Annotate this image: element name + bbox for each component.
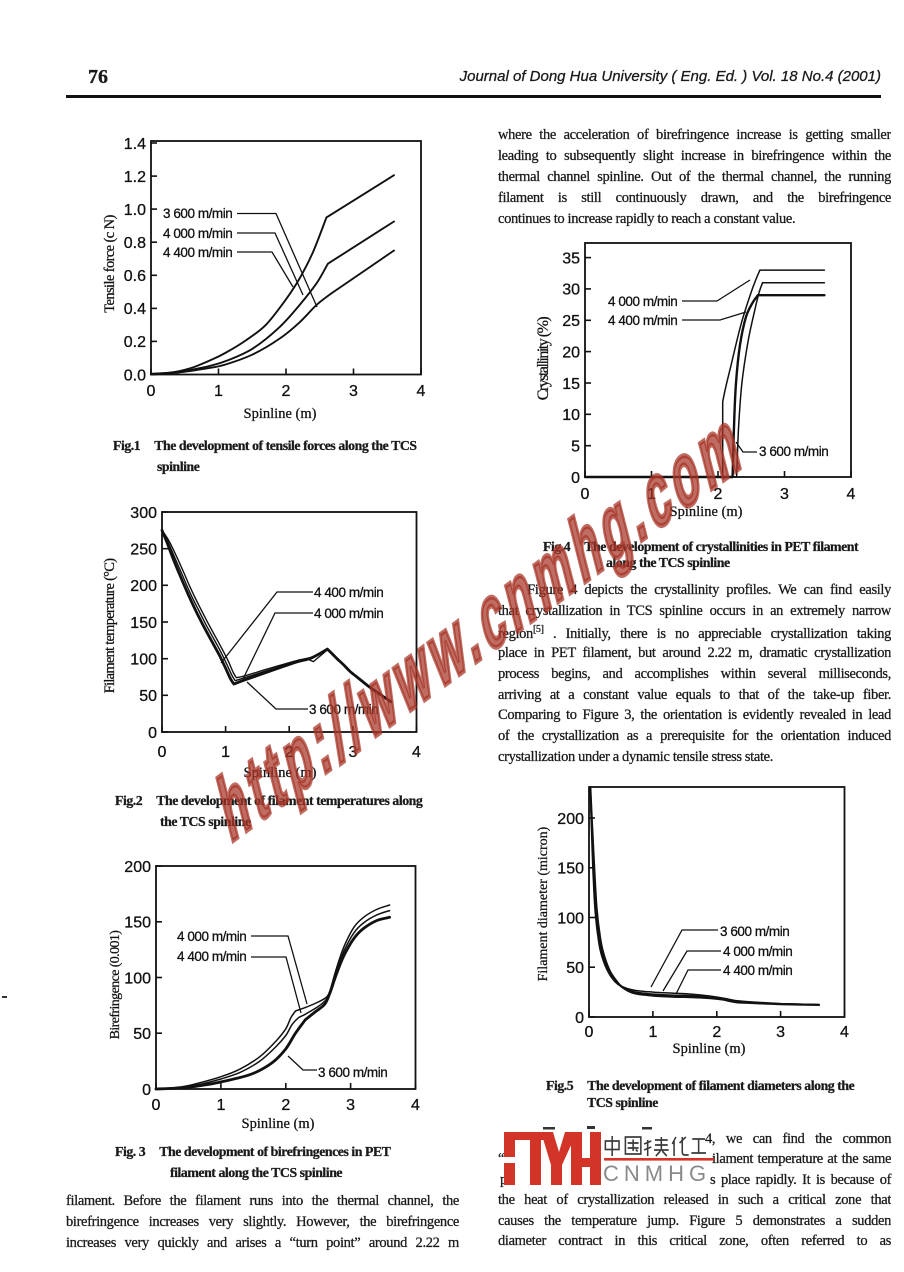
svg-text:100: 100 xyxy=(124,970,151,987)
svg-text:10: 10 xyxy=(562,407,580,424)
svg-text:250: 250 xyxy=(130,542,157,559)
svg-text:Spinline (m): Spinline (m) xyxy=(244,406,317,422)
svg-text:15: 15 xyxy=(562,376,580,393)
svg-text:50: 50 xyxy=(139,688,157,705)
svg-text:3 600 m/min: 3 600 m/min xyxy=(163,206,232,221)
svg-text:Spinline (m): Spinline (m) xyxy=(673,1041,746,1057)
svg-text:2: 2 xyxy=(285,744,294,761)
svg-text:1.0: 1.0 xyxy=(124,202,146,219)
svg-text:Spinline (m): Spinline (m) xyxy=(244,765,317,781)
svg-text:150: 150 xyxy=(557,861,584,878)
svg-text:1: 1 xyxy=(216,1097,225,1114)
svg-text:2: 2 xyxy=(281,1097,290,1114)
svg-text:0: 0 xyxy=(152,1097,161,1114)
svg-text:0.0: 0.0 xyxy=(124,367,146,384)
svg-text:4 000 m/min: 4 000 m/min xyxy=(723,944,792,959)
svg-text:150: 150 xyxy=(124,915,151,932)
svg-text:2: 2 xyxy=(712,1024,721,1041)
svg-text:0: 0 xyxy=(142,1082,151,1099)
svg-text:200: 200 xyxy=(124,859,151,876)
svg-text:200: 200 xyxy=(557,811,584,828)
svg-text:3 600 m/min: 3 600 m/min xyxy=(720,924,789,939)
svg-text:3: 3 xyxy=(349,383,358,400)
svg-text:50: 50 xyxy=(133,1026,151,1043)
svg-text:3: 3 xyxy=(780,486,789,503)
svg-text:1: 1 xyxy=(647,486,656,503)
svg-text:30: 30 xyxy=(562,282,580,299)
svg-text:150: 150 xyxy=(130,615,157,632)
svg-text:4 000 m/min: 4 000 m/min xyxy=(608,294,677,309)
svg-text:4: 4 xyxy=(417,383,426,400)
svg-text:3 600 m/min: 3 600 m/min xyxy=(318,1065,387,1080)
svg-text:Filament diameter (micron): Filament diameter (micron) xyxy=(536,826,551,981)
svg-text:2: 2 xyxy=(714,486,723,503)
svg-text:4 400 m/min: 4 400 m/min xyxy=(314,585,383,600)
svg-text:4 400 m/min: 4 400 m/min xyxy=(163,245,232,260)
svg-text:100: 100 xyxy=(130,652,157,669)
svg-text:0.8: 0.8 xyxy=(124,235,146,252)
svg-text:4 400 m/min: 4 400 m/min xyxy=(177,949,246,964)
svg-text:CNMHG: CNMHG xyxy=(603,1161,711,1186)
svg-text:100: 100 xyxy=(557,910,584,927)
svg-text:3: 3 xyxy=(776,1024,785,1041)
svg-text:4 400 m/min: 4 400 m/min xyxy=(723,963,792,978)
svg-text:Crystallinity (%): Crystallinity (%) xyxy=(535,317,552,401)
svg-text:4: 4 xyxy=(411,1097,420,1114)
svg-text:Spinline (m): Spinline (m) xyxy=(242,1116,315,1132)
svg-text:50: 50 xyxy=(566,960,584,977)
svg-text:300: 300 xyxy=(130,505,157,522)
svg-text:0: 0 xyxy=(585,1024,594,1041)
svg-text:4: 4 xyxy=(840,1024,849,1041)
svg-text:4 000 m/min: 4 000 m/min xyxy=(177,929,246,944)
svg-text:0: 0 xyxy=(571,470,580,487)
svg-text:3: 3 xyxy=(348,744,357,761)
svg-text:2: 2 xyxy=(282,383,291,400)
svg-text:4 000 m/min: 4 000 m/min xyxy=(163,226,232,241)
svg-text:1.2: 1.2 xyxy=(124,169,146,186)
svg-text:Birefringence (0.001): Birefringence (0.001) xyxy=(108,930,123,1040)
svg-text:20: 20 xyxy=(562,344,580,361)
svg-text:25: 25 xyxy=(562,313,580,330)
svg-text:3 600 m/min: 3 600 m/min xyxy=(759,444,828,459)
svg-text:4 400 m/min: 4 400 m/min xyxy=(608,313,677,328)
svg-text:1.4: 1.4 xyxy=(124,136,146,153)
svg-text:1: 1 xyxy=(214,383,223,400)
svg-text:0: 0 xyxy=(158,744,167,761)
svg-text:1: 1 xyxy=(221,744,230,761)
svg-text:3: 3 xyxy=(346,1097,355,1114)
svg-text:5: 5 xyxy=(571,439,580,456)
svg-text:0: 0 xyxy=(148,725,157,742)
svg-text:0: 0 xyxy=(581,486,590,503)
svg-text:0: 0 xyxy=(147,383,156,400)
svg-text:Spinline (m): Spinline (m) xyxy=(670,504,743,520)
svg-text:0.4: 0.4 xyxy=(124,301,146,318)
svg-text:1: 1 xyxy=(648,1024,657,1041)
svg-text:3 600 m/min: 3 600 m/min xyxy=(309,702,378,717)
svg-text:0.6: 0.6 xyxy=(124,268,146,285)
svg-text:35: 35 xyxy=(562,250,580,267)
svg-text:Filament temperature (°C): Filament temperature (°C) xyxy=(102,558,118,693)
svg-text:0.2: 0.2 xyxy=(124,334,146,351)
svg-text:4: 4 xyxy=(412,744,421,761)
svg-text:200: 200 xyxy=(130,578,157,595)
svg-text:0: 0 xyxy=(575,1010,584,1027)
svg-text:4 000 m/min: 4 000 m/min xyxy=(314,606,383,621)
svg-text:4: 4 xyxy=(847,486,856,503)
svg-text:Tensile force (c N): Tensile force (c N) xyxy=(102,214,118,312)
